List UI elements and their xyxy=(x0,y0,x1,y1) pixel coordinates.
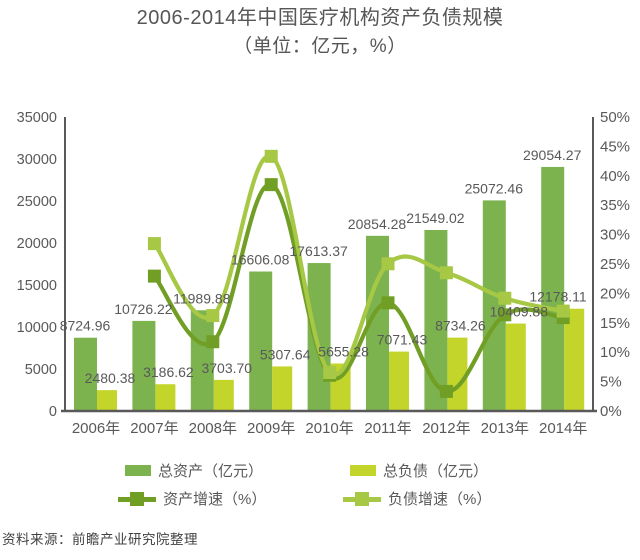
left-axis-tick-label: 5000 xyxy=(25,362,57,378)
right-axis-tick-label: 15% xyxy=(600,315,630,332)
bar-total-liabilities-2013年 xyxy=(505,323,526,411)
asset-value-label: 17613.37 xyxy=(289,243,348,259)
legend-label-liability-growth: 负债增速（%） xyxy=(388,491,492,508)
bar-total-liabilities-2006年 xyxy=(97,390,117,411)
liability-value-label: 2480.38 xyxy=(85,370,136,386)
marker-负债增速（%） xyxy=(439,266,453,280)
legend-label-total-assets: 总资产（亿元） xyxy=(158,463,264,480)
bar-total-assets-2013年 xyxy=(482,200,506,411)
marker-负债增速（%） xyxy=(556,304,570,318)
asset-value-label: 16606.08 xyxy=(231,252,290,268)
liability-growth-marker-icon xyxy=(355,491,369,506)
marker-负债增速（%） xyxy=(498,291,512,305)
right-axis-tick-label: 20% xyxy=(600,285,630,302)
bar-total-liabilities-2012年 xyxy=(447,337,468,411)
left-axis-tick-label: 25000 xyxy=(17,194,57,210)
right-axis-tick-label: 30% xyxy=(600,227,630,244)
marker-负债增速（%） xyxy=(381,257,395,271)
liability-value-label: 10409.88 xyxy=(490,304,549,320)
x-axis-label: 2009年 xyxy=(247,420,295,437)
right-axis-tick-label: 5% xyxy=(600,374,622,391)
asset-growth-line-swatch xyxy=(118,491,156,506)
bar-total-liabilities-2008年 xyxy=(213,379,234,411)
bar-total-assets-2014年 xyxy=(541,166,565,411)
total-liabilities-swatch xyxy=(350,465,376,476)
marker-负债增速（%） xyxy=(147,237,161,251)
asset-value-label: 10726.22 xyxy=(114,301,173,317)
x-axis-label: 2014年 xyxy=(539,420,587,437)
left-axis-tick-label: 0 xyxy=(49,404,57,420)
liability-value-label: 3186.62 xyxy=(143,364,194,380)
line-资产增速（%） xyxy=(152,182,566,394)
bar-total-assets-2011年 xyxy=(366,235,389,411)
x-axis-label: 2010年 xyxy=(305,420,353,437)
asset-growth-marker-icon xyxy=(130,491,144,506)
legend-item-asset-growth: 资产增速（%） xyxy=(118,488,266,509)
x-axis-label: 2007年 xyxy=(130,420,178,437)
right-axis-tick-label: 35% xyxy=(600,197,630,214)
left-axis-tick-label: 35000 xyxy=(17,110,57,126)
asset-value-label: 25072.46 xyxy=(465,180,524,196)
x-axis-label: 2011年 xyxy=(364,420,411,437)
liability-value-label: 12178.11 xyxy=(529,289,587,305)
legend-item-total-assets: 总资产（亿元） xyxy=(125,460,263,481)
liability-value-label: 8734.26 xyxy=(435,318,486,334)
bar-total-liabilities-2007年 xyxy=(155,384,176,411)
x-axis-label: 2008年 xyxy=(189,420,237,437)
left-axis-tick-label: 30000 xyxy=(17,152,57,168)
marker-资产增速（%） xyxy=(498,308,512,322)
page-subtitle: （单位：亿元，%） xyxy=(233,36,407,57)
x-axis-label: 2012年 xyxy=(422,420,470,437)
source-note: 资料来源：前瞻产业研究院整理 xyxy=(2,532,198,547)
asset-value-label: 8724.96 xyxy=(60,318,111,334)
right-axis-tick-label: 50% xyxy=(600,109,630,126)
x-axis-label: 2013年 xyxy=(481,420,529,437)
marker-负债增速（%） xyxy=(206,309,220,323)
liability-value-label: 7071.43 xyxy=(377,332,428,348)
legend-item-liability-growth: 负债增速（%） xyxy=(343,488,491,509)
bar-total-liabilities-2009年 xyxy=(272,366,293,411)
right-axis-tick-label: 25% xyxy=(600,256,630,273)
asset-value-label: 20854.28 xyxy=(348,216,407,232)
bar-total-assets-2010年 xyxy=(307,263,331,411)
asset-value-label: 21549.02 xyxy=(406,210,465,226)
chart-header: 2006-2014年中国医疗机构资产负债规模 （单位：亿元，%） xyxy=(0,4,640,60)
right-axis-tick-label: 0% xyxy=(600,403,622,420)
page-title: 2006-2014年中国医疗机构资产负债规模 xyxy=(136,7,504,29)
bar-total-assets-2006年 xyxy=(74,337,97,411)
bar-total-liabilities-2014年 xyxy=(564,308,585,411)
legend-label-total-liabilities: 总负债（亿元） xyxy=(383,463,489,480)
bar-total-assets-2009年 xyxy=(249,271,273,411)
liability-value-label: 5655.28 xyxy=(318,343,369,359)
marker-资产增速（%） xyxy=(264,178,278,192)
legend-label-asset-growth: 资产增速（%） xyxy=(163,491,267,508)
right-axis-tick-label: 40% xyxy=(600,168,630,185)
marker-资产增速（%） xyxy=(381,296,395,310)
asset-value-label: 11989.88 xyxy=(173,290,231,306)
marker-资产增速（%） xyxy=(206,335,220,349)
marker-资产增速（%） xyxy=(147,269,161,283)
bar-total-liabilities-2011年 xyxy=(389,351,409,411)
marker-负债增速（%） xyxy=(264,149,278,163)
right-axis-tick-label: 45% xyxy=(600,138,630,155)
liability-growth-line-swatch xyxy=(343,491,381,506)
marker-资产增速（%） xyxy=(439,384,453,398)
legend-item-total-liabilities: 总负债（亿元） xyxy=(350,460,488,481)
total-assets-swatch xyxy=(125,465,151,476)
x-axis-label: 2006年 xyxy=(72,420,120,437)
left-axis-tick-label: 10000 xyxy=(17,320,57,336)
marker-负债增速（%） xyxy=(323,365,337,379)
right-axis-tick-label: 10% xyxy=(600,344,630,361)
left-axis-tick-label: 20000 xyxy=(17,236,57,252)
chart-legend: 总资产（亿元） 总负债（亿元） 资产增速（%） 负债增速（%） xyxy=(0,455,640,517)
liability-value-label: 3703.70 xyxy=(201,360,252,376)
left-axis-tick-label: 15000 xyxy=(17,278,57,294)
asset-value-label: 29054.27 xyxy=(523,147,582,163)
bar-total-assets-2007年 xyxy=(132,320,156,411)
combo-chart: 0 5000 10000 15000 20000 25000 30000 35000 0% 5% 1… xyxy=(17,109,630,437)
liability-value-label: 5307.64 xyxy=(260,346,311,362)
